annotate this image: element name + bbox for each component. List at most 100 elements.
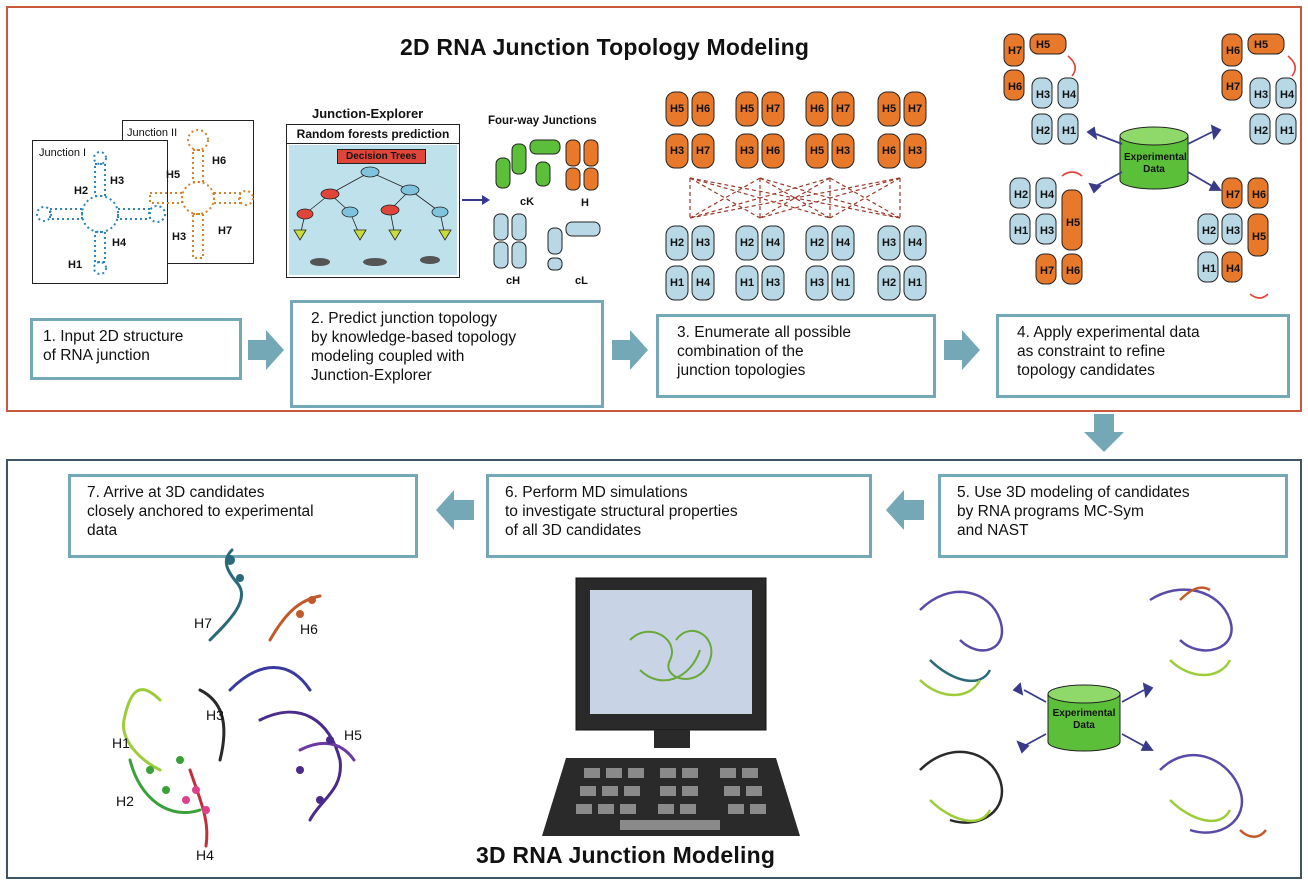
c3-h4: H4 <box>1040 189 1055 201</box>
c1-h6: H6 <box>1008 81 1022 93</box>
arrow-6-7 <box>436 490 474 530</box>
decision-trees-label: Decision Trees <box>337 149 426 164</box>
c2-h5: H5 <box>1254 39 1268 51</box>
c3-h1: H1 <box>1014 225 1028 237</box>
enum-b2-b: H4 <box>766 237 781 249</box>
step-1-box: 1. Input 2D structure of RNA junction <box>30 318 242 380</box>
enum-t2-d: H6 <box>766 145 780 157</box>
monitor-screen <box>590 590 752 714</box>
model-h6: H6 <box>300 621 318 637</box>
c1-h4: H4 <box>1062 89 1077 101</box>
j1-h3-label: H3 <box>110 175 124 187</box>
enum-b1-c: H1 <box>670 277 684 289</box>
enum-t3-a: H6 <box>810 103 824 115</box>
experimental-line1: Experimental <box>1124 152 1187 163</box>
enum-b4-b: H4 <box>908 237 923 249</box>
c2-h4: H4 <box>1280 89 1295 101</box>
experimental-line2-bottom: Data <box>1073 720 1095 731</box>
c4-h6: H6 <box>1252 189 1266 201</box>
four-way-title: Four-way Junctions <box>488 115 597 127</box>
arrow-5-6 <box>886 490 924 530</box>
arrow-3-4 <box>944 330 980 370</box>
enum-t2-a: H5 <box>740 103 754 115</box>
enum-b4-d: H1 <box>908 277 922 289</box>
enum-b3-d: H1 <box>836 277 850 289</box>
j1-h4-label: H4 <box>112 237 127 249</box>
c2-h6: H6 <box>1226 45 1240 57</box>
step-2-line4: Junction-Explorer <box>311 367 432 384</box>
c4-h7: H7 <box>1226 189 1240 201</box>
enum-t1-c: H3 <box>670 145 684 157</box>
j1-h1-label: H1 <box>68 259 82 271</box>
enum-b2-c: H1 <box>740 277 754 289</box>
model-h2: H2 <box>116 793 134 809</box>
junction-explorer-title: Junction-Explorer <box>312 106 424 121</box>
enum-b1-b: H3 <box>696 237 710 249</box>
junction-3d-modeling-panel <box>6 459 1302 879</box>
step-6-box: 6. Perform MD simulations to investigate… <box>486 474 872 558</box>
j2-h6-label: H6 <box>212 155 226 167</box>
c2-h1: H1 <box>1280 125 1294 137</box>
j2-h5-label: H5 <box>166 169 180 181</box>
enum-t4-d: H3 <box>908 145 922 157</box>
enum-t1-b: H6 <box>696 103 710 115</box>
junction-explorer-box: Random forests prediction Decision Trees <box>286 124 460 278</box>
enum-b2-d: H3 <box>766 277 780 289</box>
experimental-data-cylinder-top <box>1119 126 1189 190</box>
c4-h4: H4 <box>1226 263 1241 275</box>
j2-h3-label: H3 <box>172 231 186 243</box>
c3-h2: H2 <box>1014 189 1028 201</box>
enum-t3-c: H5 <box>810 145 824 157</box>
model-h7: H7 <box>194 615 212 631</box>
experimental-data-cylinder-bottom <box>1047 684 1121 752</box>
experimental-data-label-bottom: Experimental Data <box>1052 708 1116 732</box>
step-2-line3: modeling coupled with <box>311 348 465 365</box>
h-label: H <box>581 197 589 209</box>
step-4-line1: 4. Apply experimental data <box>1017 324 1200 341</box>
enum-b3-b: H4 <box>836 237 851 249</box>
experimental-line2: Data <box>1143 164 1165 175</box>
step-1-line2: of RNA junction <box>43 347 150 364</box>
step-7-box: 7. Arrive at 3D candidates closely ancho… <box>68 474 418 558</box>
c4-h5: H5 <box>1252 231 1266 243</box>
enum-t1-d: H7 <box>696 145 710 157</box>
model-h4: H4 <box>196 847 214 863</box>
topology-modeling-panel <box>6 6 1302 412</box>
step-2-box: 2. Predict junction topology by knowledg… <box>290 300 604 408</box>
step-4-line2: as constraint to refine <box>1017 343 1166 360</box>
model-h3: H3 <box>206 707 224 723</box>
enum-t4-a: H5 <box>882 103 896 115</box>
enum-b4-c: H2 <box>882 277 896 289</box>
ch-label: cH <box>506 275 520 287</box>
c3-h3: H3 <box>1040 225 1054 237</box>
step-3-box: 3. Enumerate all possible combination of… <box>656 314 936 398</box>
enum-b4-a: H3 <box>882 237 896 249</box>
step-2-line1: 2. Predict junction topology <box>311 310 498 327</box>
enum-b2-a: H2 <box>740 237 754 249</box>
j2-h7-label: H7 <box>218 225 232 237</box>
step-7-line1: 7. Arrive at 3D candidates <box>87 484 265 501</box>
step-7-line2: closely anchored to experimental <box>87 503 314 520</box>
bottom-panel-title: 3D RNA Junction Modeling <box>476 842 776 868</box>
cl-label: cL <box>575 275 588 287</box>
step-4-line3: topology candidates <box>1017 362 1155 379</box>
enum-b1-d: H4 <box>696 277 711 289</box>
enum-t4-c: H6 <box>882 145 896 157</box>
step-5-line3: and NAST <box>957 522 1029 539</box>
step-3-line3: junction topologies <box>677 362 806 379</box>
enum-t3-b: H7 <box>836 103 850 115</box>
c1-h3: H3 <box>1036 89 1050 101</box>
c2-h3: H3 <box>1254 89 1268 101</box>
step-6-line1: 6. Perform MD simulations <box>505 484 688 501</box>
c4-h2: H2 <box>1202 225 1216 237</box>
random-forests-label: Random forests prediction <box>287 125 459 144</box>
experimental-data-label-top: Experimental Data <box>1124 152 1187 176</box>
